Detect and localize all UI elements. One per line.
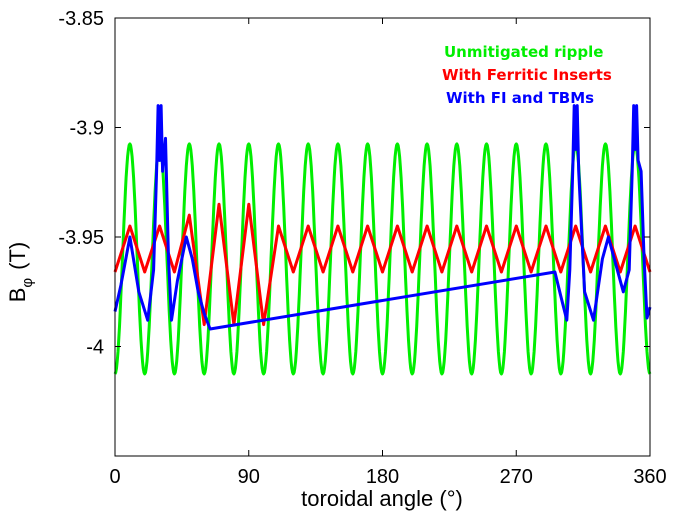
y-axis-label-sub: φ xyxy=(19,278,36,288)
y-axis-label-main: B xyxy=(5,288,30,303)
svg-text:Bφ(T): Bφ (T) xyxy=(5,242,36,303)
legend-entry-unmitigated: Unmitigated ripple xyxy=(444,43,603,61)
series-ferritic-inserts xyxy=(113,202,652,327)
x-axis: 0 90 180 270 360 xyxy=(109,18,667,488)
x-tick-label: 360 xyxy=(633,466,666,488)
plot-series xyxy=(113,104,652,376)
y-axis-label: Bφ (T) xyxy=(5,242,36,303)
y-tick-label: -3.95 xyxy=(58,227,104,249)
legend-entry-ferritic: With Ferritic Inserts xyxy=(442,66,612,84)
legend-entry-tbm: With FI and TBMs xyxy=(446,89,594,107)
y-axis-label-unit: (T) xyxy=(5,242,30,270)
y-axis: -3.85 -3.9 -3.95 -4 xyxy=(58,8,650,359)
x-tick-label: 0 xyxy=(109,466,120,488)
legend: Unmitigated ripple With Ferritic Inserts… xyxy=(442,43,612,107)
x-tick-label: 270 xyxy=(500,466,533,488)
x-tick-label: 90 xyxy=(238,466,260,488)
y-tick-label: -3.9 xyxy=(70,118,104,140)
y-tick-label: -3.85 xyxy=(58,8,104,30)
series-fi-and-tbms xyxy=(113,104,652,331)
series-unmitigated-ripple xyxy=(113,142,652,376)
x-tick-label: 180 xyxy=(366,466,399,488)
x-axis-label: toroidal angle (°) xyxy=(301,486,463,511)
y-tick-label: -4 xyxy=(86,337,104,359)
